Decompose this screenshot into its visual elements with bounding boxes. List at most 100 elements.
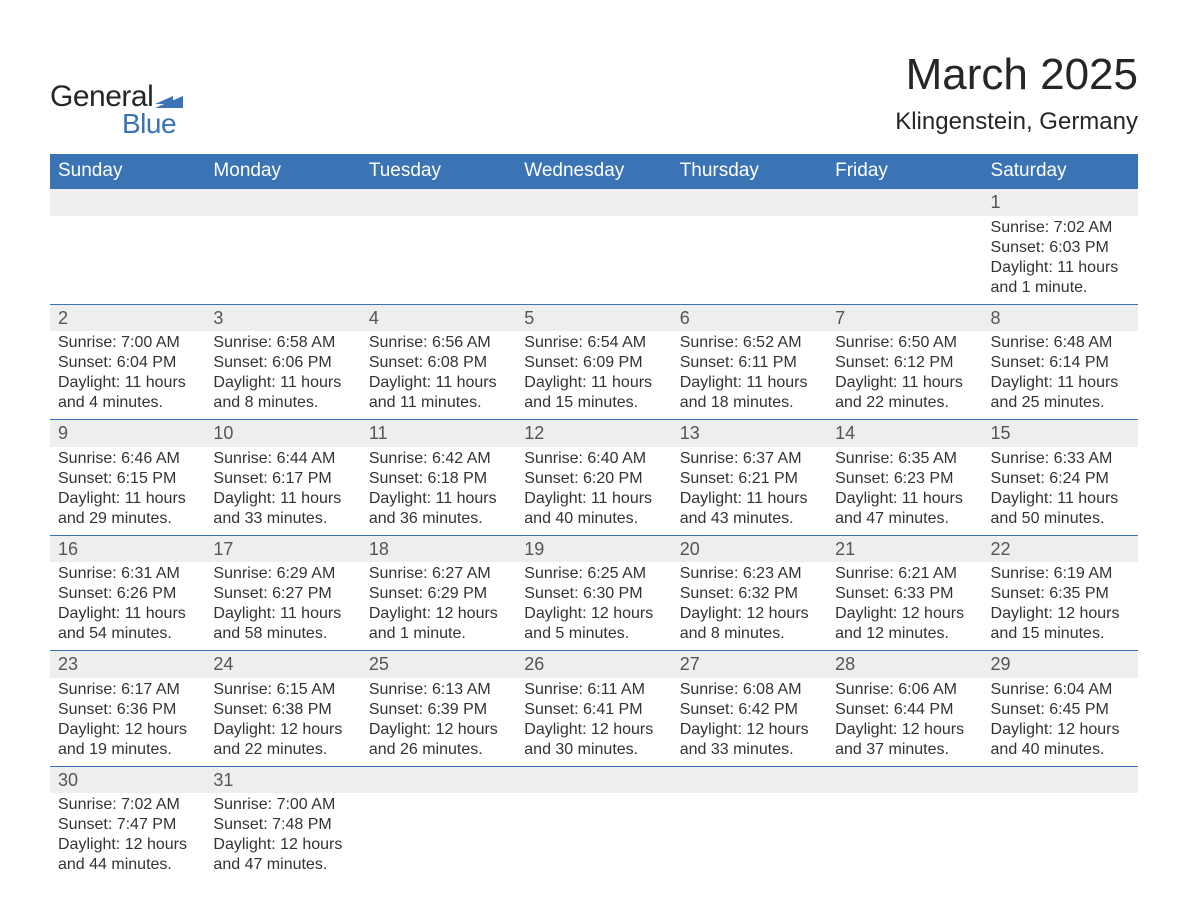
calendar-cell-detail: Sunrise: 6:37 AMSunset: 6:21 PMDaylight:… — [672, 447, 827, 536]
day-text: Sunrise: 6:56 AMSunset: 6:08 PMDaylight:… — [361, 331, 516, 419]
calendar-cell-number: 24 — [205, 651, 360, 678]
calendar-header: SundayMondayTuesdayWednesdayThursdayFrid… — [50, 154, 1138, 189]
day-text: Sunrise: 6:17 AMSunset: 6:36 PMDaylight:… — [50, 678, 205, 766]
daylight-line2: and 58 minutes. — [213, 624, 352, 644]
calendar-cell-number: 30 — [50, 766, 205, 793]
sunset-label: Sunset: 6:42 PM — [680, 700, 819, 720]
sunrise-label: Sunrise: 6:17 AM — [58, 680, 197, 700]
sunset-label: Sunset: 6:06 PM — [213, 353, 352, 373]
day-number-row: 1 — [50, 189, 1138, 216]
calendar-cell-number: 15 — [983, 420, 1138, 447]
daylight-line2: and 12 minutes. — [835, 624, 974, 644]
calendar-cell-number — [672, 189, 827, 216]
calendar-table: SundayMondayTuesdayWednesdayThursdayFrid… — [50, 154, 1138, 881]
daylight-line2: and 18 minutes. — [680, 393, 819, 413]
calendar-cell-detail: Sunrise: 6:04 AMSunset: 6:45 PMDaylight:… — [983, 678, 1138, 767]
calendar-cell-number — [827, 766, 982, 793]
calendar-cell-number — [827, 189, 982, 216]
day-number: 24 — [205, 651, 360, 678]
calendar-cell-number: 19 — [516, 535, 671, 562]
calendar-cell-detail: Sunrise: 6:06 AMSunset: 6:44 PMDaylight:… — [827, 678, 982, 767]
calendar-cell-number: 26 — [516, 651, 671, 678]
sunset-label: Sunset: 6:39 PM — [369, 700, 508, 720]
day-text: Sunrise: 6:21 AMSunset: 6:33 PMDaylight:… — [827, 562, 982, 650]
day-number: 18 — [361, 536, 516, 563]
daylight-line2: and 40 minutes. — [991, 740, 1130, 760]
sunrise-label: Sunrise: 6:48 AM — [991, 333, 1130, 353]
daylight-line1: Daylight: 11 hours — [369, 489, 508, 509]
sunrise-label: Sunrise: 7:02 AM — [58, 795, 197, 815]
daylight-line1: Daylight: 11 hours — [991, 489, 1130, 509]
daylight-line1: Daylight: 12 hours — [369, 720, 508, 740]
calendar-cell-number: 21 — [827, 535, 982, 562]
day-number: 12 — [516, 420, 671, 447]
day-number: 17 — [205, 536, 360, 563]
daylight-line1: Daylight: 11 hours — [524, 373, 663, 393]
daylight-line1: Daylight: 12 hours — [369, 604, 508, 624]
day-text: Sunrise: 6:27 AMSunset: 6:29 PMDaylight:… — [361, 562, 516, 650]
day-text: Sunrise: 6:33 AMSunset: 6:24 PMDaylight:… — [983, 447, 1138, 535]
calendar-cell-number: 28 — [827, 651, 982, 678]
day-text: Sunrise: 6:35 AMSunset: 6:23 PMDaylight:… — [827, 447, 982, 535]
daylight-line2: and 30 minutes. — [524, 740, 663, 760]
day-number: 6 — [672, 305, 827, 332]
daylight-line2: and 33 minutes. — [213, 509, 352, 529]
sunrise-label: Sunrise: 6:50 AM — [835, 333, 974, 353]
daylight-line1: Daylight: 11 hours — [835, 489, 974, 509]
calendar-cell-number: 5 — [516, 304, 671, 331]
daylight-line1: Daylight: 11 hours — [58, 604, 197, 624]
day-number: 5 — [516, 305, 671, 332]
daylight-line2: and 40 minutes. — [524, 509, 663, 529]
calendar-cell-detail: Sunrise: 6:58 AMSunset: 6:06 PMDaylight:… — [205, 331, 360, 420]
day-number: 8 — [983, 305, 1138, 332]
daylight-line2: and 15 minutes. — [524, 393, 663, 413]
sunset-label: Sunset: 6:20 PM — [524, 469, 663, 489]
calendar-cell-number: 9 — [50, 420, 205, 447]
calendar-cell-detail: Sunrise: 6:40 AMSunset: 6:20 PMDaylight:… — [516, 447, 671, 536]
daylight-line1: Daylight: 12 hours — [58, 720, 197, 740]
sunset-label: Sunset: 6:35 PM — [991, 584, 1130, 604]
day-text: Sunrise: 6:25 AMSunset: 6:30 PMDaylight:… — [516, 562, 671, 650]
day-text: Sunrise: 6:23 AMSunset: 6:32 PMDaylight:… — [672, 562, 827, 650]
calendar-cell-number — [516, 766, 671, 793]
daylight-line2: and 1 minute. — [991, 278, 1130, 298]
day-text: Sunrise: 6:54 AMSunset: 6:09 PMDaylight:… — [516, 331, 671, 419]
day-number: 22 — [983, 536, 1138, 563]
sunrise-label: Sunrise: 6:52 AM — [680, 333, 819, 353]
calendar-cell-detail: Sunrise: 6:13 AMSunset: 6:39 PMDaylight:… — [361, 678, 516, 767]
daylight-line1: Daylight: 12 hours — [524, 604, 663, 624]
day-number: 21 — [827, 536, 982, 563]
day-text: Sunrise: 6:42 AMSunset: 6:18 PMDaylight:… — [361, 447, 516, 535]
day-number: 14 — [827, 420, 982, 447]
calendar-cell-detail: Sunrise: 6:35 AMSunset: 6:23 PMDaylight:… — [827, 447, 982, 536]
calendar-cell-number: 17 — [205, 535, 360, 562]
calendar-cell-number — [50, 189, 205, 216]
daylight-line2: and 26 minutes. — [369, 740, 508, 760]
daylight-line1: Daylight: 12 hours — [680, 720, 819, 740]
day-number: 26 — [516, 651, 671, 678]
weekday-header: Tuesday — [361, 154, 516, 189]
sunrise-label: Sunrise: 6:54 AM — [524, 333, 663, 353]
calendar-cell-detail: Sunrise: 6:29 AMSunset: 6:27 PMDaylight:… — [205, 562, 360, 651]
sunset-label: Sunset: 6:33 PM — [835, 584, 974, 604]
header-row: General Blue March 2025 Klingenstein, Ge… — [50, 50, 1138, 140]
daylight-line2: and 37 minutes. — [835, 740, 974, 760]
day-detail-row: Sunrise: 7:00 AMSunset: 6:04 PMDaylight:… — [50, 331, 1138, 420]
calendar-cell-detail: Sunrise: 6:15 AMSunset: 6:38 PMDaylight:… — [205, 678, 360, 767]
sunrise-label: Sunrise: 6:58 AM — [213, 333, 352, 353]
calendar-cell-number — [361, 189, 516, 216]
day-detail-row: Sunrise: 6:17 AMSunset: 6:36 PMDaylight:… — [50, 678, 1138, 767]
sunset-label: Sunset: 6:12 PM — [835, 353, 974, 373]
calendar-cell-detail: Sunrise: 6:25 AMSunset: 6:30 PMDaylight:… — [516, 562, 671, 651]
calendar-cell-detail: Sunrise: 7:00 AMSunset: 7:48 PMDaylight:… — [205, 793, 360, 881]
sunrise-label: Sunrise: 7:00 AM — [58, 333, 197, 353]
daylight-line1: Daylight: 12 hours — [213, 835, 352, 855]
calendar-cell-detail: Sunrise: 6:42 AMSunset: 6:18 PMDaylight:… — [361, 447, 516, 536]
day-number: 28 — [827, 651, 982, 678]
day-number: 29 — [983, 651, 1138, 678]
day-text: Sunrise: 6:11 AMSunset: 6:41 PMDaylight:… — [516, 678, 671, 766]
calendar-cell-detail: Sunrise: 6:27 AMSunset: 6:29 PMDaylight:… — [361, 562, 516, 651]
calendar-cell-number: 14 — [827, 420, 982, 447]
calendar-cell-detail: Sunrise: 7:00 AMSunset: 6:04 PMDaylight:… — [50, 331, 205, 420]
daylight-line1: Daylight: 11 hours — [213, 604, 352, 624]
